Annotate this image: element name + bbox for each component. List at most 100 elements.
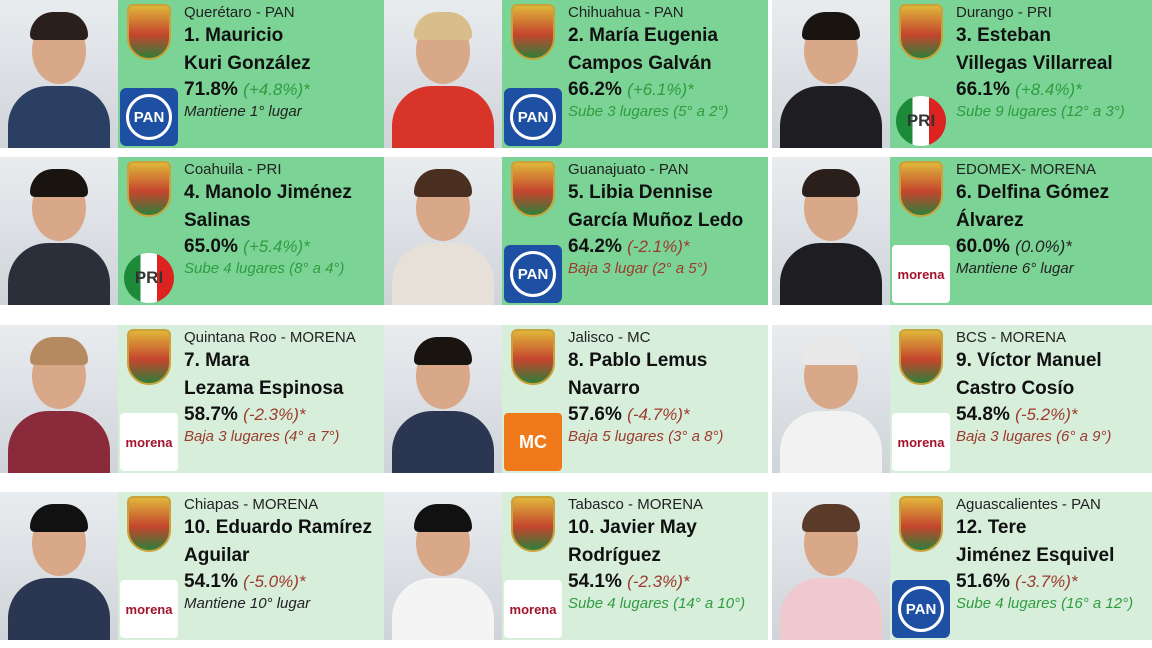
approval: 65.0% (+5.4%)* <box>184 235 384 259</box>
approval: 71.8% (+4.8%)* <box>184 78 384 102</box>
approval-change: (0.0%)* <box>1015 237 1072 256</box>
governor-photo <box>772 157 890 305</box>
approval-percent: 54.1% <box>184 571 238 592</box>
governor-card: PRI Durango - PRI 3. Esteban Villegas Vi… <box>772 0 1152 148</box>
party-logo-icon: PAN <box>120 88 178 146</box>
state-coat-of-arms-icon <box>127 496 171 552</box>
governor-name-line2: Rodríguez <box>568 545 661 566</box>
governor-name-line1: 10. Javier May <box>568 517 697 538</box>
state-party: Jalisco - MC <box>568 329 651 346</box>
governor-photo <box>772 325 890 473</box>
ranking-status: Baja 3 lugares (4° a 7°) <box>184 428 340 445</box>
ranking-status: Sube 4 lugares (14° a 10°) <box>568 595 746 612</box>
governor-name-line2: Navarro <box>568 378 640 399</box>
ranking-status: Baja 3 lugar (2° a 5°) <box>568 260 708 277</box>
state-party: Querétaro - PAN <box>184 4 295 21</box>
approval-change: (-5.0%)* <box>243 572 306 591</box>
ranking-status: Mantiene 6° lugar <box>956 260 1074 277</box>
state-party: Quintana Roo - MORENA <box>184 329 356 346</box>
party-logo-icon: PAN <box>892 580 950 638</box>
governor-name-line1: 7. Mara <box>184 350 250 371</box>
governor-name-line1: 1. Mauricio <box>184 25 284 46</box>
state-party: Tabasco - MORENA <box>568 496 704 513</box>
approval: 54.8% (-5.2%)* <box>956 403 1152 427</box>
governor-photo <box>384 325 502 473</box>
governor-card: PRI Coahuila - PRI 4. Manolo Jiménez Sal… <box>0 157 384 305</box>
approval: 60.0% (0.0%)* <box>956 235 1152 259</box>
governor-name-line2: Aguilar <box>184 545 250 566</box>
state-coat-of-arms-icon <box>899 329 943 385</box>
ranking-status: Mantiene 10° lugar <box>184 595 311 612</box>
party-logo-icon: PAN <box>504 245 562 303</box>
approval-change: (-3.7%)* <box>1015 572 1078 591</box>
state-party: BCS - MORENA <box>956 329 1067 346</box>
approval-percent: 65.0% <box>184 236 238 257</box>
governor-name-line2: Campos Galván <box>568 53 712 74</box>
governor-photo <box>772 0 890 148</box>
governor-photo <box>0 325 118 473</box>
governor-card: morena Tabasco - MORENA 10. Javier May R… <box>384 492 768 640</box>
state-coat-of-arms-icon <box>511 496 555 552</box>
governor-card: PAN Guanajuato - PAN 5. Libia Dennise Ga… <box>384 157 768 305</box>
governor-name-line2: Salinas <box>184 210 251 231</box>
governor-card: PAN Querétaro - PAN 1. Mauricio Kuri Gon… <box>0 0 384 148</box>
approval-change: (-4.7%)* <box>627 405 690 424</box>
state-coat-of-arms-icon <box>127 329 171 385</box>
approval-percent: 60.0% <box>956 236 1010 257</box>
governor-card: morena BCS - MORENA 9. Víctor Manuel Cas… <box>772 325 1152 473</box>
approval-percent: 54.1% <box>568 571 622 592</box>
governor-name-line2: Castro Cosío <box>956 378 1075 399</box>
approval: 57.6% (-4.7%)* <box>568 403 768 427</box>
approval: 66.1% (+8.4%)* <box>956 78 1152 102</box>
ranking-status: Sube 3 lugares (5° a 2°) <box>568 103 729 120</box>
approval-change: (-5.2%)* <box>1015 405 1078 424</box>
governor-card: morena Chiapas - MORENA 10. Eduardo Ramí… <box>0 492 384 640</box>
party-logo-icon: morena <box>504 580 562 638</box>
approval-percent: 66.1% <box>956 79 1010 100</box>
governor-card: MC Jalisco - MC 8. Pablo Lemus Navarro 5… <box>384 325 768 473</box>
state-coat-of-arms-icon <box>511 4 555 60</box>
governor-name-line2: Kuri González <box>184 53 311 74</box>
approval-percent: 64.2% <box>568 236 622 257</box>
governor-name-line1: 6. Delfina Gómez <box>956 182 1110 203</box>
party-logo-icon: morena <box>892 245 950 303</box>
approval-percent: 51.6% <box>956 571 1010 592</box>
state-party: Chiapas - MORENA <box>184 496 319 513</box>
governor-photo <box>384 492 502 640</box>
state-party: Aguascalientes - PAN <box>956 496 1101 513</box>
ranking-status: Baja 3 lugares (6° a 9°) <box>956 428 1112 445</box>
ranking-status: Sube 9 lugares (12° a 3°) <box>956 103 1125 120</box>
approval: 58.7% (-2.3%)* <box>184 403 384 427</box>
governor-name-line1: 5. Libia Dennise <box>568 182 713 203</box>
approval-percent: 57.6% <box>568 404 622 425</box>
governor-name-line1: 2. María Eugenia <box>568 25 718 46</box>
governor-name-line1: 4. Manolo Jiménez <box>184 182 352 203</box>
approval: 64.2% (-2.1%)* <box>568 235 768 259</box>
governor-name-line2: Álvarez <box>956 210 1024 231</box>
governor-photo <box>0 0 118 148</box>
governor-card: PAN Aguascalientes - PAN 12. Tere Jiméne… <box>772 492 1152 640</box>
governor-name-line1: 10. Eduardo Ramírez <box>184 517 372 538</box>
governor-photo <box>0 492 118 640</box>
approval-percent: 71.8% <box>184 79 238 100</box>
governor-photo <box>384 0 502 148</box>
approval-percent: 58.7% <box>184 404 238 425</box>
approval-change: (+4.8%)* <box>243 80 310 99</box>
approval-change: (-2.3%)* <box>243 405 306 424</box>
governor-card: PAN Chihuahua - PAN 2. María Eugenia Cam… <box>384 0 768 148</box>
ranking-status: Sube 4 lugares (16° a 12°) <box>956 595 1134 612</box>
governor-name-line2: García Muñoz Ledo <box>568 210 744 231</box>
ranking-status: Sube 4 lugares (8° a 4°) <box>184 260 345 277</box>
state-coat-of-arms-icon <box>127 161 171 217</box>
governor-photo <box>0 157 118 305</box>
approval-change: (-2.1%)* <box>627 237 690 256</box>
party-logo-icon: PRI <box>124 253 174 303</box>
party-logo-icon: PRI <box>896 96 946 146</box>
governor-photo <box>384 157 502 305</box>
party-logo-icon: PAN <box>504 88 562 146</box>
approval-change: (+5.4%)* <box>243 237 310 256</box>
state-coat-of-arms-icon <box>899 4 943 60</box>
governor-photo <box>772 492 890 640</box>
state-coat-of-arms-icon <box>127 4 171 60</box>
state-party: Durango - PRI <box>956 4 1052 21</box>
